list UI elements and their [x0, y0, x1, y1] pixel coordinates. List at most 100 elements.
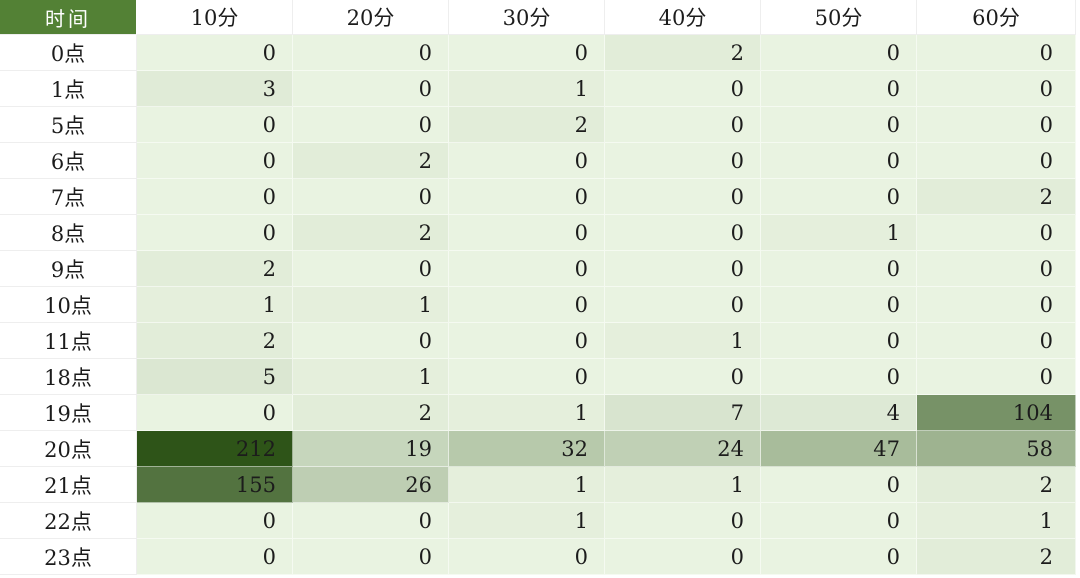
- row-header: 18点: [0, 359, 137, 395]
- heatmap-cell: 0: [449, 215, 605, 251]
- heatmap-cell: 1: [605, 467, 761, 503]
- heatmap-cell: 4: [761, 395, 917, 431]
- row-header: 6点: [0, 143, 137, 179]
- row-header: 11点: [0, 323, 137, 359]
- row-header: 8点: [0, 215, 137, 251]
- row-header: 5点: [0, 107, 137, 143]
- heatmap-cell: 1: [449, 503, 605, 539]
- heatmap-cell: 5: [137, 359, 293, 395]
- heatmap-cell: 0: [605, 359, 761, 395]
- heatmap-cell: 0: [293, 107, 449, 143]
- heatmap-cell: 3: [137, 71, 293, 107]
- row-header: 10点: [0, 287, 137, 323]
- heatmap-cell: 2: [917, 467, 1076, 503]
- heatmap-cell: 7: [605, 395, 761, 431]
- heatmap-cell: 0: [449, 251, 605, 287]
- heatmap-cell: 24: [605, 431, 761, 467]
- heatmap-cell: 0: [449, 35, 605, 71]
- heatmap-cell: 2: [917, 539, 1076, 575]
- heatmap-cell: 0: [137, 179, 293, 215]
- heatmap-cell: 0: [605, 71, 761, 107]
- heatmap-cell: 1: [449, 467, 605, 503]
- heatmap-cell: 26: [293, 467, 449, 503]
- heatmap-cell: 1: [293, 287, 449, 323]
- heatmap-cell: 0: [137, 107, 293, 143]
- heatmap-cell: 32: [449, 431, 605, 467]
- heatmap-cell: 0: [449, 359, 605, 395]
- column-header: 30分: [449, 0, 605, 35]
- heatmap-cell: 0: [917, 143, 1076, 179]
- heatmap-cell: 0: [761, 503, 917, 539]
- heatmap-cell: 0: [137, 503, 293, 539]
- heatmap-cell: 0: [137, 395, 293, 431]
- row-header: 23点: [0, 539, 137, 575]
- heatmap-cell: 155: [137, 467, 293, 503]
- heatmap-cell: 0: [605, 143, 761, 179]
- row-header: 9点: [0, 251, 137, 287]
- heatmap-cell: 0: [605, 503, 761, 539]
- heatmap-cell: 0: [917, 215, 1076, 251]
- heatmap-cell: 0: [449, 179, 605, 215]
- row-header: 22点: [0, 503, 137, 539]
- heatmap-cell: 0: [761, 35, 917, 71]
- heatmap-cell: 0: [917, 251, 1076, 287]
- heatmap-cell: 0: [761, 467, 917, 503]
- heatmap-cell: 0: [449, 287, 605, 323]
- heatmap-cell: 0: [917, 107, 1076, 143]
- heatmap-cell: 0: [137, 539, 293, 575]
- heatmap-cell: 1: [605, 323, 761, 359]
- heatmap-cell: 2: [137, 251, 293, 287]
- heatmap-cell: 0: [917, 71, 1076, 107]
- heatmap-cell: 2: [917, 179, 1076, 215]
- heatmap-cell: 2: [293, 143, 449, 179]
- corner-header: 时间: [0, 0, 137, 35]
- column-header: 60分: [917, 0, 1076, 35]
- heatmap-cell: 0: [137, 215, 293, 251]
- row-header: 19点: [0, 395, 137, 431]
- heatmap-cell: 0: [761, 539, 917, 575]
- heatmap-cell: 2: [137, 323, 293, 359]
- row-header: 0点: [0, 35, 137, 71]
- heatmap-cell: 0: [605, 107, 761, 143]
- heatmap-cell: 0: [293, 71, 449, 107]
- heatmap-cell: 0: [761, 323, 917, 359]
- heatmap-cell: 2: [449, 107, 605, 143]
- heatmap-cell: 0: [293, 323, 449, 359]
- row-header: 1点: [0, 71, 137, 107]
- row-header: 21点: [0, 467, 137, 503]
- heatmap-cell: 0: [761, 71, 917, 107]
- heatmap-cell: 0: [605, 287, 761, 323]
- heatmap-cell: 0: [605, 251, 761, 287]
- heatmap-cell: 0: [917, 323, 1076, 359]
- column-header: 10分: [137, 0, 293, 35]
- column-header: 20分: [293, 0, 449, 35]
- column-header: 40分: [605, 0, 761, 35]
- heatmap-cell: 0: [449, 143, 605, 179]
- heatmap-cell: 0: [761, 287, 917, 323]
- heatmap-cell: 47: [761, 431, 917, 467]
- heatmap-cell: 0: [293, 503, 449, 539]
- heatmap-cell: 0: [293, 539, 449, 575]
- heatmap-cell: 0: [137, 35, 293, 71]
- heatmap-cell: 0: [917, 359, 1076, 395]
- heatmap-cell: 1: [293, 359, 449, 395]
- heatmap-cell: 2: [293, 215, 449, 251]
- column-header: 50分: [761, 0, 917, 35]
- heatmap-cell: 0: [293, 179, 449, 215]
- heatmap-cell: 0: [761, 359, 917, 395]
- heatmap-cell: 58: [917, 431, 1076, 467]
- heatmap-cell: 0: [761, 107, 917, 143]
- heatmap-cell: 0: [293, 35, 449, 71]
- heatmap-cell: 212: [137, 431, 293, 467]
- heatmap-cell: 104: [917, 395, 1076, 431]
- heatmap-cell: 1: [761, 215, 917, 251]
- row-header: 20点: [0, 431, 137, 467]
- heatmap-cell: 1: [137, 287, 293, 323]
- heatmap-cell: 0: [761, 143, 917, 179]
- heatmap-cell: 0: [761, 251, 917, 287]
- heatmap-cell: 0: [605, 215, 761, 251]
- row-header: 7点: [0, 179, 137, 215]
- heatmap-cell: 19: [293, 431, 449, 467]
- heatmap-cell: 0: [917, 35, 1076, 71]
